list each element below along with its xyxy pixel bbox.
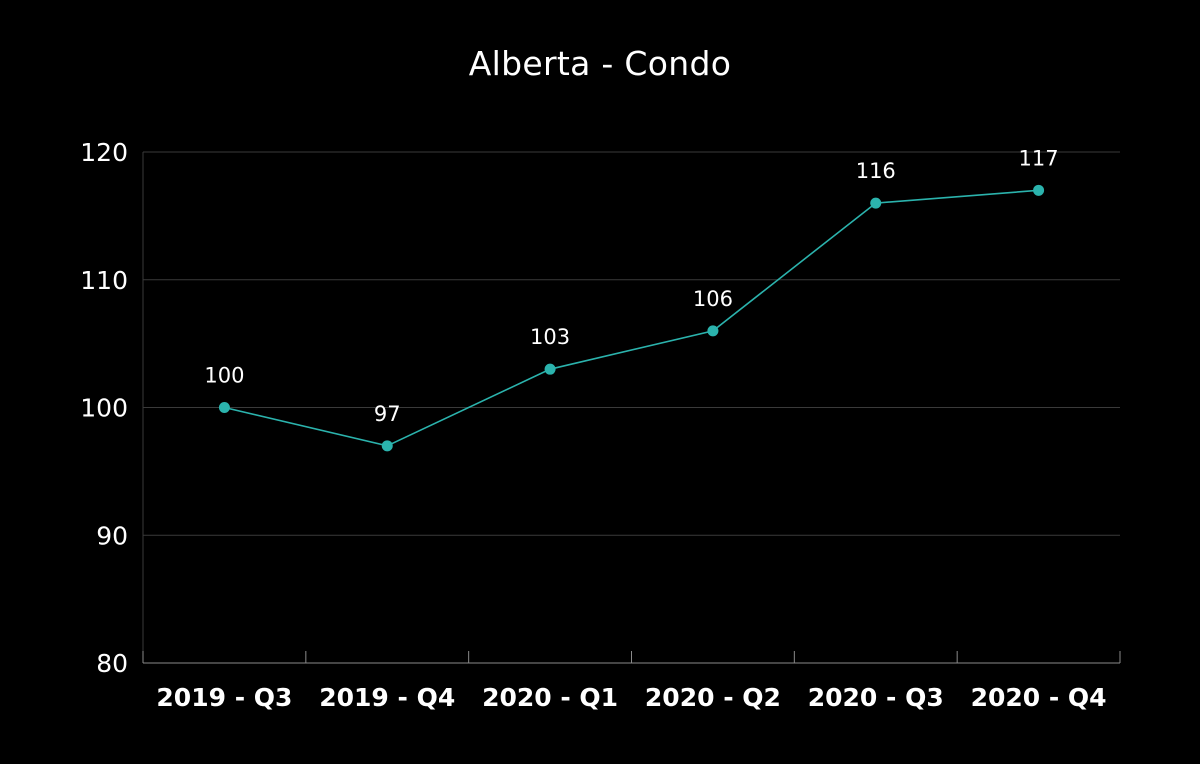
grid-lines: [143, 151, 1120, 536]
data-label: 106: [693, 287, 733, 311]
x-tick-label: 2020 - Q4: [971, 683, 1107, 712]
data-point: [1033, 184, 1045, 196]
x-axis: [142, 152, 1121, 664]
chart-title: Alberta - Condo: [468, 44, 732, 83]
data-label: 100: [204, 364, 244, 388]
data-point: [218, 402, 230, 413]
y-tick-label: 90: [96, 521, 128, 550]
data-point: [544, 363, 556, 375]
data-labels: 100 97 103 106 116 117: [204, 146, 1058, 426]
data-points: [218, 184, 1045, 452]
y-tick-label: 120: [80, 138, 128, 167]
y-tick-label: 100: [80, 394, 128, 423]
data-label: 116: [856, 159, 896, 183]
x-tick-label: 2019 - Q3: [156, 683, 292, 712]
y-axis-ticks: 120 110 100 90 80: [80, 138, 128, 678]
x-tick-label: 2020 - Q2: [645, 683, 781, 712]
data-label: 97: [374, 402, 401, 426]
data-point: [870, 197, 882, 209]
x-tick-label: 2019 - Q4: [319, 683, 455, 712]
data-point: [381, 440, 393, 452]
data-point: [707, 325, 719, 337]
series-line: [224, 189, 1039, 447]
x-tick-label: 2020 - Q1: [482, 683, 618, 712]
x-tick-label: 2020 - Q3: [808, 683, 944, 712]
x-axis-ticks: 2019 - Q3 2019 - Q4 2020 - Q1 2020 - Q2 2020…: [156, 683, 1106, 712]
y-tick-label: 110: [80, 266, 128, 295]
data-label: 117: [1019, 146, 1059, 170]
data-label: 103: [530, 325, 570, 349]
y-tick-label: 80: [96, 649, 128, 678]
series-line-group: [224, 189, 1039, 447]
